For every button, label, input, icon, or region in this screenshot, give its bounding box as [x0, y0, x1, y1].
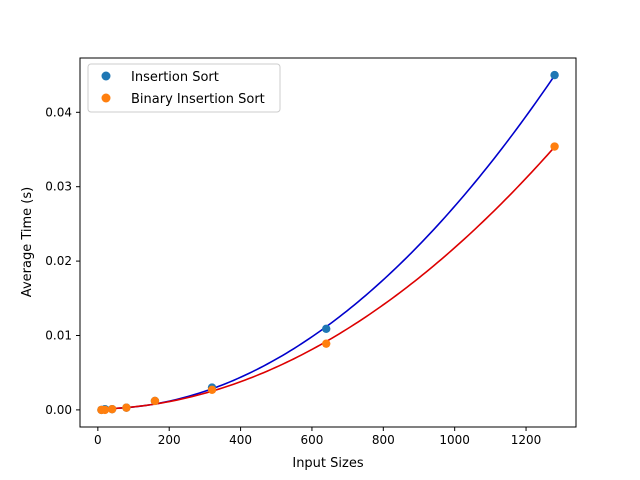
y-tick-label: 0.00 — [45, 403, 72, 417]
fit-curve-0 — [101, 75, 556, 410]
data-point — [150, 396, 160, 406]
data-point — [207, 385, 217, 394]
legend-label-insertion-sort: Insertion Sort — [131, 70, 219, 85]
y-tick-label: 0.02 — [45, 254, 72, 268]
legend: Insertion Sort Binary Insertion Sort — [87, 63, 281, 113]
legend-marker-insertion-sort — [101, 71, 111, 81]
y-tick-label: 0.04 — [45, 105, 72, 119]
legend-marker-binary-insertion-sort — [101, 93, 111, 103]
data-point — [107, 404, 117, 414]
data-point — [100, 405, 110, 415]
fit-curve-1 — [101, 146, 556, 410]
data-point — [550, 142, 559, 151]
x-axis: 0 200 400 600 800 1000 1200 — [94, 427, 541, 447]
data-point — [322, 324, 331, 333]
x-tick-label: 800 — [372, 433, 395, 447]
data-point — [122, 403, 131, 412]
x-tick-label: 0 — [94, 433, 102, 447]
y-axis-label: Average Time (s) — [20, 187, 35, 297]
legend-label-binary-insertion-sort: Binary Insertion Sort — [131, 92, 265, 107]
x-tick-label: 600 — [300, 433, 323, 447]
x-tick-label: 1000 — [439, 433, 470, 447]
x-tick-label: 200 — [158, 433, 181, 447]
x-tick-label: 400 — [229, 433, 252, 447]
data-point — [550, 70, 559, 80]
y-axis: 0.00 0.01 0.02 0.03 0.04 — [45, 105, 80, 417]
data-point — [322, 339, 331, 348]
x-tick-label: 1200 — [511, 433, 542, 447]
y-tick-label: 0.03 — [45, 180, 72, 194]
data-points — [97, 70, 559, 415]
plot-frame — [79, 57, 577, 428]
x-axis-label: Input Sizes — [292, 456, 363, 471]
legend-box — [87, 63, 281, 113]
y-tick-label: 0.01 — [45, 328, 72, 342]
fit-curves — [101, 75, 556, 410]
